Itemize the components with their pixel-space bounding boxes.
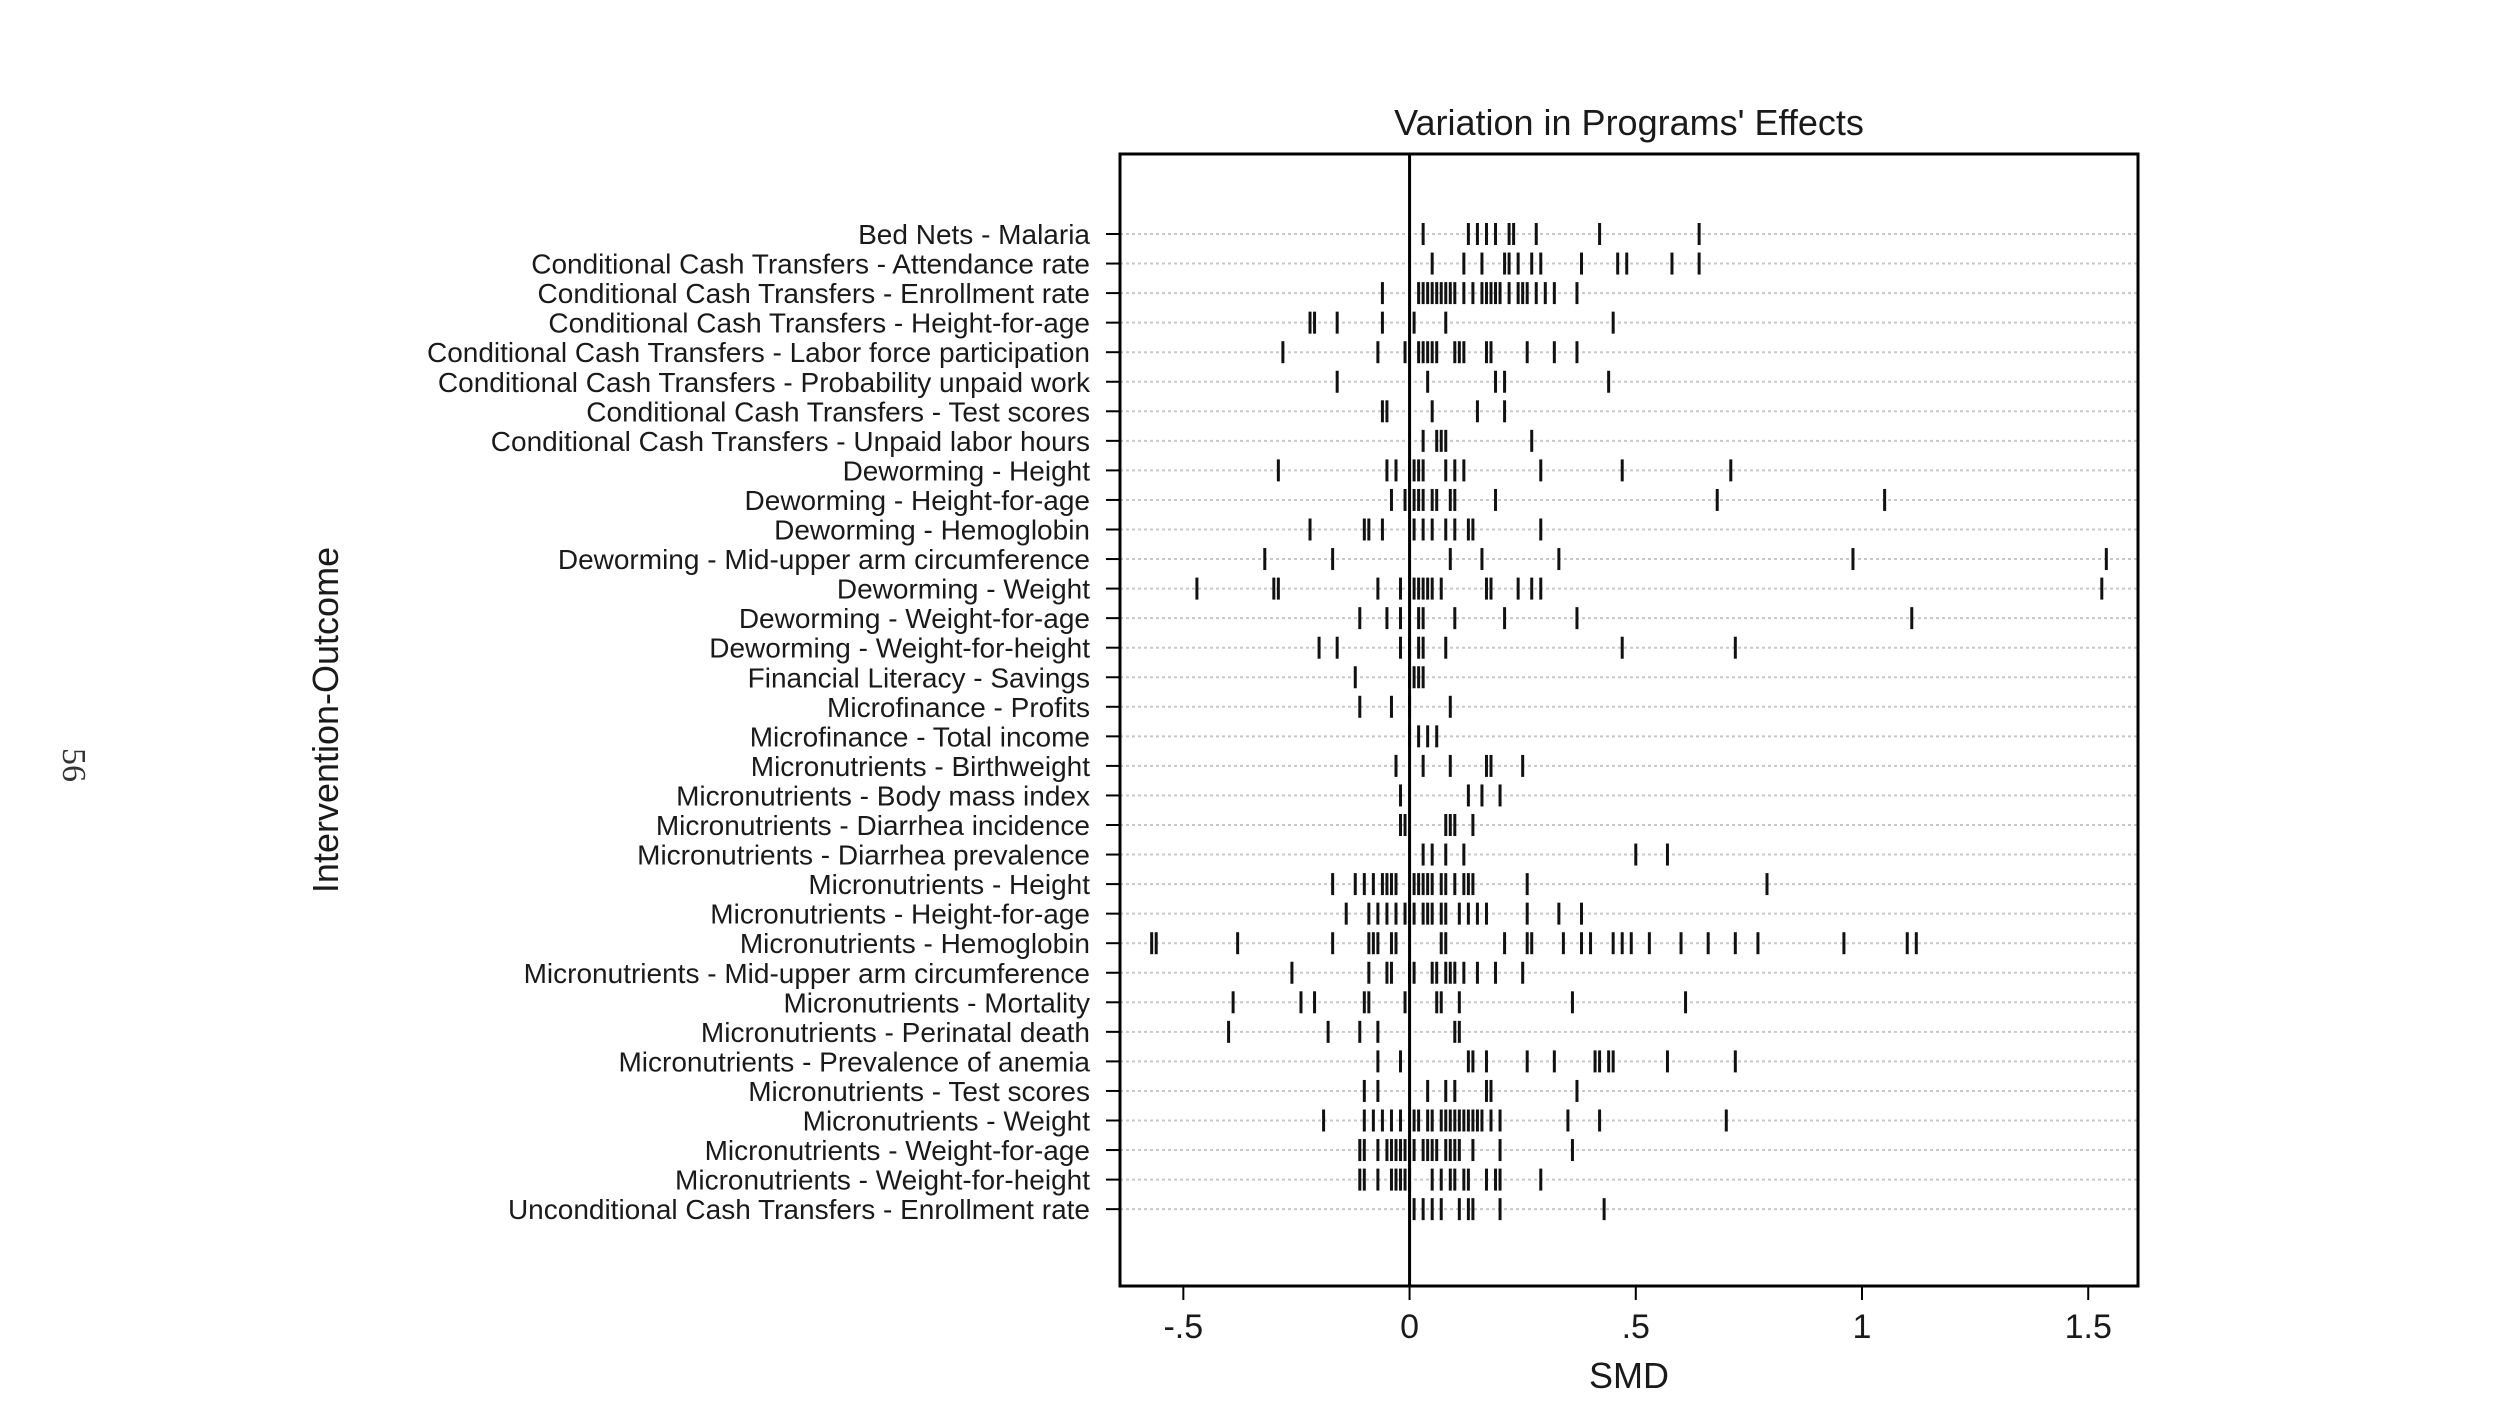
chart-title: Variation in Programs' Effects: [1394, 102, 1864, 143]
y-tick-label: Micronutrients - Diarrhea prevalence: [637, 840, 1090, 871]
x-tick-label: 0: [1400, 1308, 1419, 1346]
y-tick-label: Deworming - Hemoglobin: [774, 515, 1090, 546]
y-tick-label: Conditional Cash Transfers - Probability…: [438, 367, 1091, 398]
x-tick-label: 1: [1853, 1308, 1872, 1346]
y-tick-label: Conditional Cash Transfers - Labor force…: [427, 337, 1090, 368]
gridlines: [1120, 233, 2138, 1211]
y-tick-label: Deworming - Weight-for-height: [709, 633, 1090, 664]
x-tick-label: .5: [1622, 1308, 1650, 1346]
y-tick-label: Micronutrients - Height-for-age: [710, 899, 1090, 930]
y-tick-label: Micronutrients - Weight: [803, 1106, 1091, 1137]
y-tick-label: Micronutrients - Weight-for-age: [705, 1135, 1090, 1166]
y-tick-label: Microfinance - Total income: [750, 721, 1090, 752]
y-tick-label: Micronutrients - Height: [808, 869, 1090, 900]
y-tick-label: Micronutrients - Mortality: [783, 987, 1090, 1018]
x-axis-title: SMD: [1589, 1355, 1669, 1396]
y-tick-label: Microfinance - Profits: [827, 692, 1090, 723]
y-tick-label: Micronutrients - Weight-for-height: [675, 1165, 1090, 1196]
y-tick-label: Financial Literacy - Savings: [748, 662, 1090, 693]
y-tick-label: Deworming - Mid-upper arm circumference: [558, 544, 1090, 575]
effect-ticks: [1150, 223, 2108, 1221]
y-tick-label: Deworming - Weight-for-age: [739, 603, 1090, 634]
y-tick-label: Micronutrients - Mid-upper arm circumfer…: [524, 958, 1090, 989]
page-number: 56: [55, 748, 92, 782]
x-axis: -.5 0 .5 1 1.5: [1163, 1286, 2112, 1346]
y-tick-label: Unconditional Cash Transfers - Enrollmen…: [508, 1194, 1090, 1225]
y-tick-label: Conditional Cash Transfers - Unpaid labo…: [491, 426, 1090, 457]
y-tick-label: Micronutrients - Diarrhea incidence: [656, 810, 1090, 841]
y-axis-title: Intervention-Outcome: [305, 547, 346, 893]
x-tick-label: 1.5: [2065, 1308, 2112, 1346]
y-tick-label: Conditional Cash Transfers - Enrollment …: [538, 278, 1090, 309]
y-tick-label: Micronutrients - Hemoglobin: [740, 928, 1090, 959]
plot-frame: [1118, 152, 2140, 1288]
y-tick-label: Deworming - Weight: [837, 574, 1090, 605]
y-tick-label: Micronutrients - Test scores: [748, 1076, 1090, 1107]
x-tick-label: -.5: [1163, 1308, 1203, 1346]
y-tick-label: Conditional Cash Transfers - Height-for-…: [548, 308, 1090, 339]
y-tick-label: Micronutrients - Prevalence of anemia: [618, 1046, 1090, 1077]
y-tick-label: Micronutrients - Body mass index: [676, 780, 1090, 811]
y-tick-label: Bed Nets - Malaria: [858, 219, 1090, 250]
y-tick-label: Deworming - Height: [843, 455, 1091, 486]
y-tick-label: Micronutrients - Perinatal death: [701, 1017, 1090, 1048]
y-tick-label: Conditional Cash Transfers - Attendance …: [531, 249, 1090, 280]
y-tick-label: Conditional Cash Transfers - Test scores: [586, 396, 1090, 427]
y-tick-label: Deworming - Height-for-age: [745, 485, 1090, 516]
y-tick-label: Micronutrients - Birthweight: [751, 751, 1090, 782]
